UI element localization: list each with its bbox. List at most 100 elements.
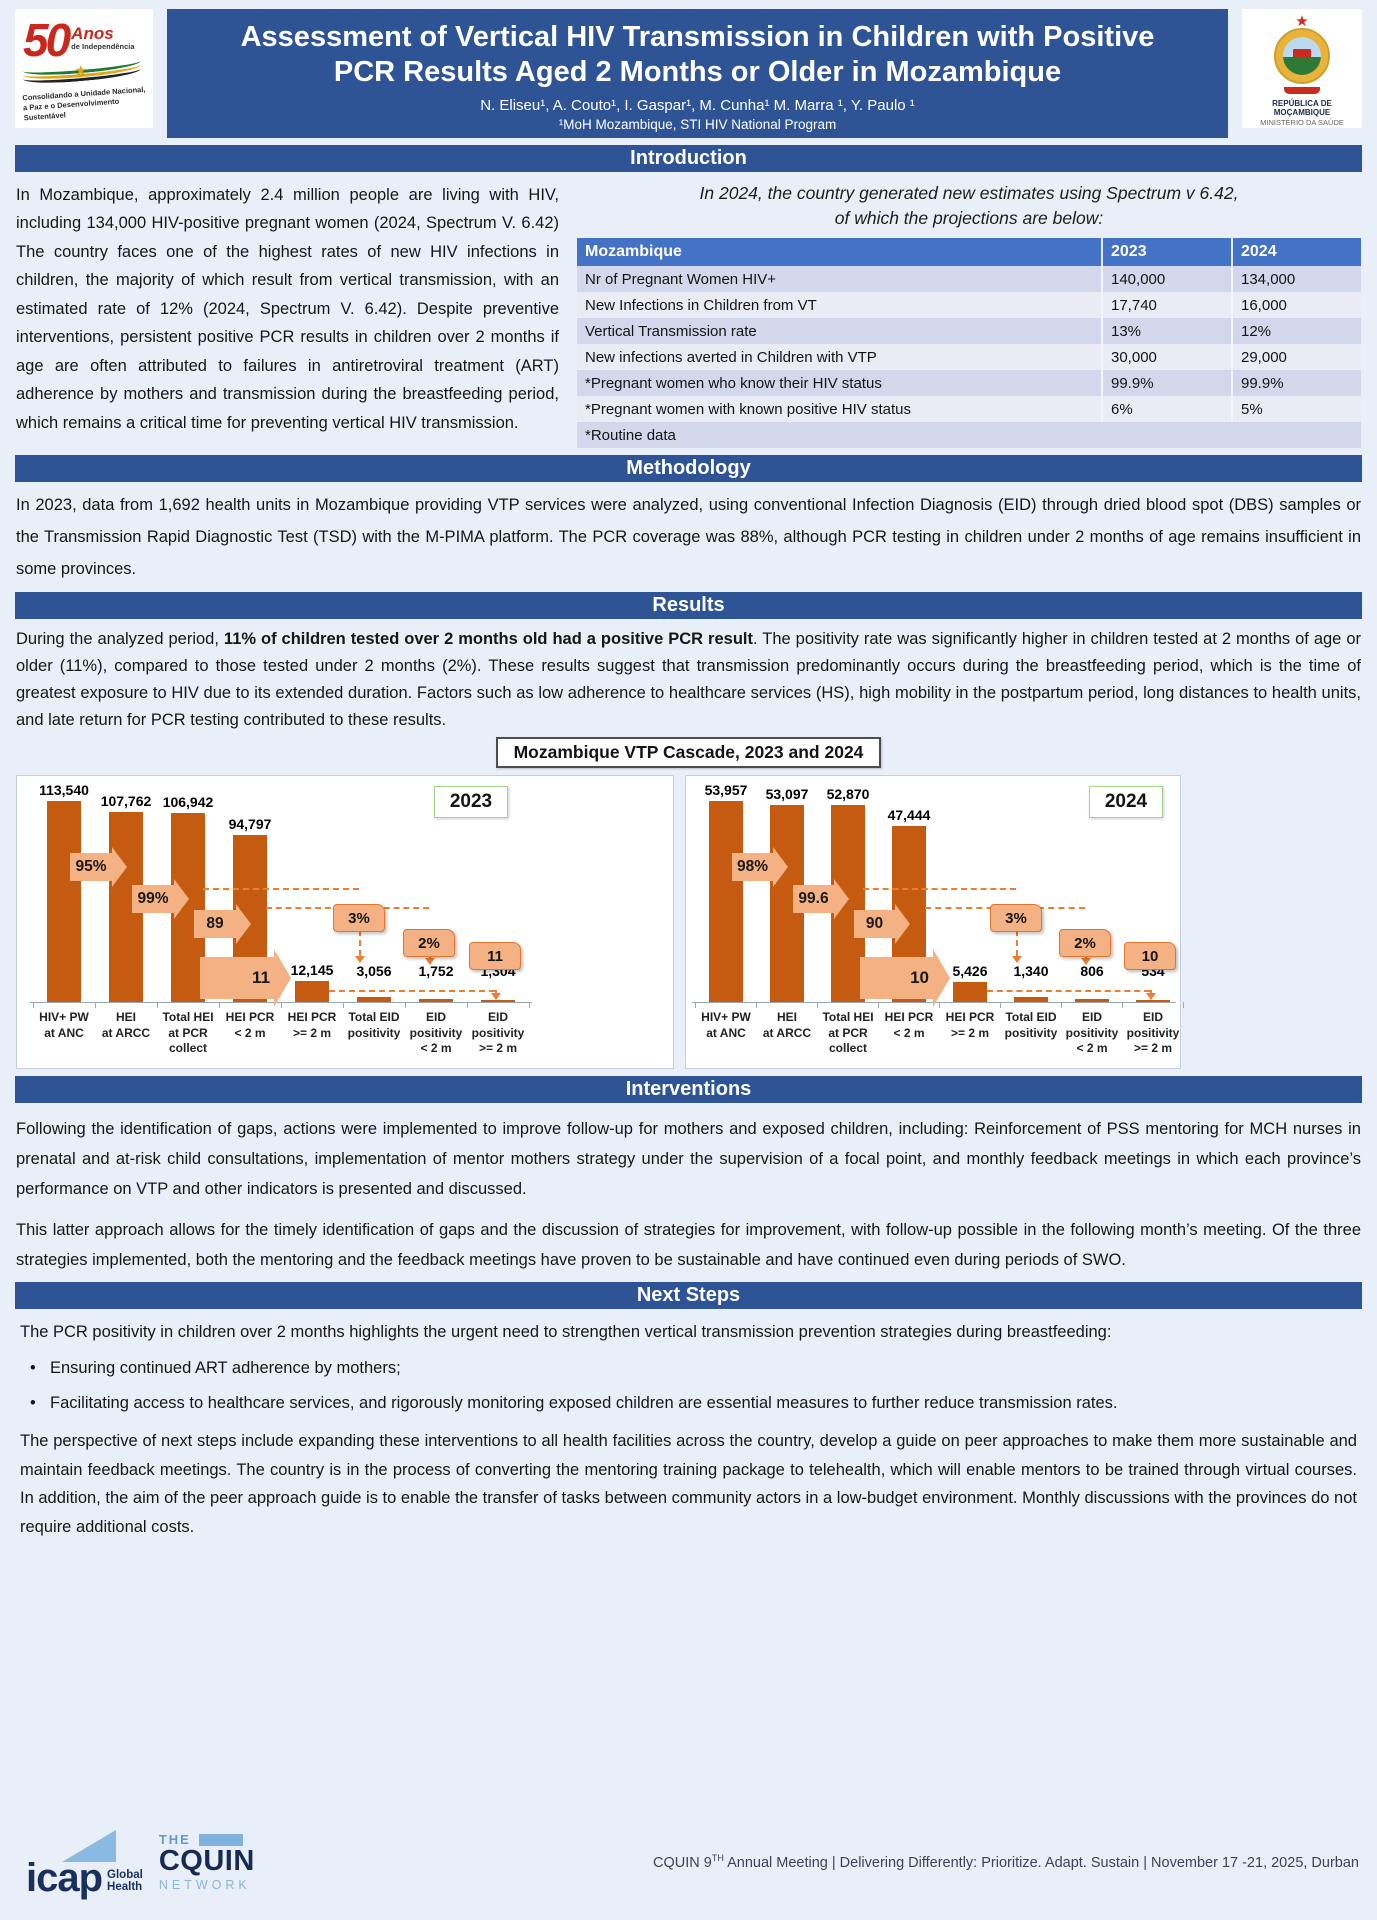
dashed-arrowhead [355, 956, 365, 964]
dashed-arrowhead [491, 993, 501, 1001]
bar-value-label: 1,340 [1013, 963, 1049, 980]
cquin-wordmark: CQUIN [158, 1845, 255, 1877]
category-label: Total HEI at PCR collect [822, 1010, 874, 1056]
cascade-arrow-head [174, 879, 189, 920]
dashed-line-vertical [1016, 930, 1018, 957]
bar-value-label: 3,056 [356, 963, 392, 980]
logo-tagline: Consolidando a Unidade Nacional, a Paz e… [22, 84, 146, 123]
callout-label: 10 [1124, 942, 1176, 971]
cell-value: 134,000 [1231, 266, 1361, 293]
year-label: 2023 [434, 786, 508, 819]
introduction-content: In Mozambique, approximately 2.4 million… [0, 177, 1377, 449]
bar [953, 982, 987, 1003]
meeting-info: CQUIN 9TH Annual Meeting | Delivering Di… [653, 1853, 1359, 1871]
icap-global-health-label: Global Health [107, 1868, 143, 1894]
table-row: Nr of Pregnant Women HIV+ 140,000 134,000 [577, 266, 1361, 293]
category-label: HEI PCR < 2 m [225, 1010, 275, 1040]
emblem-banner-icon [1284, 87, 1320, 94]
category-label: EID positivity >= 2 m [1126, 1010, 1180, 1056]
interventions-paragraph-2: This latter approach allows for the time… [16, 1221, 1361, 1270]
cascade-arrow-head [274, 949, 291, 1008]
bar [357, 997, 391, 1003]
dashed-line [863, 888, 1016, 891]
year-label: 2024 [1089, 786, 1163, 819]
category-label: EID positivity >= 2 m [471, 1010, 525, 1056]
table-row: *Pregnant women who know their HIV statu… [577, 370, 1361, 397]
section-heading-results: Results [15, 592, 1362, 620]
category-label: HIV+ PW at ANC [39, 1010, 89, 1040]
cascade-arrow-head [834, 879, 849, 920]
section-heading-interventions: Interventions [15, 1076, 1362, 1104]
dashed-line-vertical [1150, 990, 1152, 994]
dashed-line [987, 990, 1150, 993]
next-steps-intro: The PCR positivity in children over 2 mo… [20, 1323, 1112, 1342]
cell-label: New Infections in Children from VT [585, 296, 817, 314]
callout-label: 11 [469, 942, 521, 971]
dashed-arrowhead [1146, 993, 1156, 1001]
category-label: HEI PCR >= 2 m [287, 1010, 337, 1040]
dashed-line [203, 888, 359, 891]
footer-logos: icap Global Health THE CQUIN NETWORK [26, 1830, 255, 1898]
cell-value: 99.9% [1231, 370, 1361, 397]
cascade-arrow-head [112, 847, 127, 888]
axis-tick [756, 1002, 757, 1009]
dashed-line-vertical [495, 990, 497, 994]
section-heading-next-steps: Next Steps [15, 1282, 1362, 1310]
bar-value-label: 52,870 [826, 786, 870, 803]
table-row: *Routine data [577, 422, 1361, 449]
cascade-arrow: 11 [200, 957, 274, 1000]
bar [1014, 997, 1048, 1003]
cascade-chart-2024: 53,957 HIV+ PW at ANC 53,097 HEI at ARCC 52,… [685, 775, 1184, 1070]
dashed-arrowhead [1012, 956, 1022, 964]
cascade-charts: 113,540 HIV+ PW at ANC 107,762 HEI at ARCC 1… [16, 775, 1377, 1070]
category-label: HEI PCR < 2 m [884, 1010, 934, 1040]
anos-label: Anos [71, 24, 114, 43]
cascade-arrow: 99.6 [793, 885, 834, 914]
cascade-arrow: 10 [860, 957, 933, 1000]
bar-value-label: 94,797 [228, 816, 272, 833]
cascade-arrow-head [236, 904, 251, 945]
axis-tick [817, 1002, 818, 1009]
cell-value: 13% [1101, 318, 1232, 345]
estimates-block: In 2024, the country generated new estim… [577, 179, 1361, 449]
callout-label: 3% [333, 904, 385, 933]
dashed-line-vertical [359, 930, 361, 957]
cascade-arrow: 89 [194, 910, 236, 939]
axis-tick [343, 1002, 344, 1009]
bar [47, 801, 81, 1003]
axis-tick [219, 1002, 220, 1009]
bar-value-label: 53,097 [765, 786, 809, 803]
interventions-paragraph-1: Following the identification of gaps, ac… [16, 1120, 1361, 1199]
mozambique-emblem-icon [1274, 28, 1330, 84]
axis-tick [1122, 1002, 1123, 1009]
cell-value: 99.9% [1101, 370, 1232, 397]
independencia-label: de Independência [71, 42, 135, 51]
axis-tick [467, 1002, 468, 1009]
table-row: *Pregnant women with known positive HIV … [577, 396, 1361, 423]
callout-label: 2% [1059, 929, 1111, 958]
emblem-star-icon: ★ [1295, 13, 1309, 30]
callout-label: 3% [990, 904, 1042, 933]
bar [709, 801, 743, 1003]
cell-value: 6% [1101, 396, 1232, 423]
bar-value-label: 53,957 [704, 782, 748, 799]
col-header-2023: 2023 [1101, 238, 1232, 267]
cell-value: 140,000 [1101, 266, 1232, 293]
bar [419, 999, 453, 1003]
poster-footer: icap Global Health THE CQUIN NETWORK CQUI… [0, 1810, 1377, 1920]
cascade-arrow-head [895, 904, 910, 945]
poster-title: Assessment of Vertical HIV Transmission … [240, 21, 1155, 88]
cell-value: 5% [1231, 396, 1361, 423]
next-steps-bullets: Ensuring continued ART adherence by moth… [30, 1355, 1377, 1418]
icap-logo: icap Global Health [26, 1830, 143, 1898]
axis-tick [95, 1002, 96, 1009]
axis-tick [405, 1002, 406, 1009]
category-label: HEI at ARCC [101, 1010, 151, 1040]
axis-tick [695, 1002, 696, 1009]
cell-label: *Pregnant women who know their HIV statu… [585, 374, 882, 392]
bar-value-label: 12,145 [290, 962, 334, 979]
cell-label: New infections averted in Children with … [585, 348, 877, 366]
cell-value: 29,000 [1231, 344, 1361, 371]
category-label: EID positivity < 2 m [1065, 1010, 1119, 1056]
